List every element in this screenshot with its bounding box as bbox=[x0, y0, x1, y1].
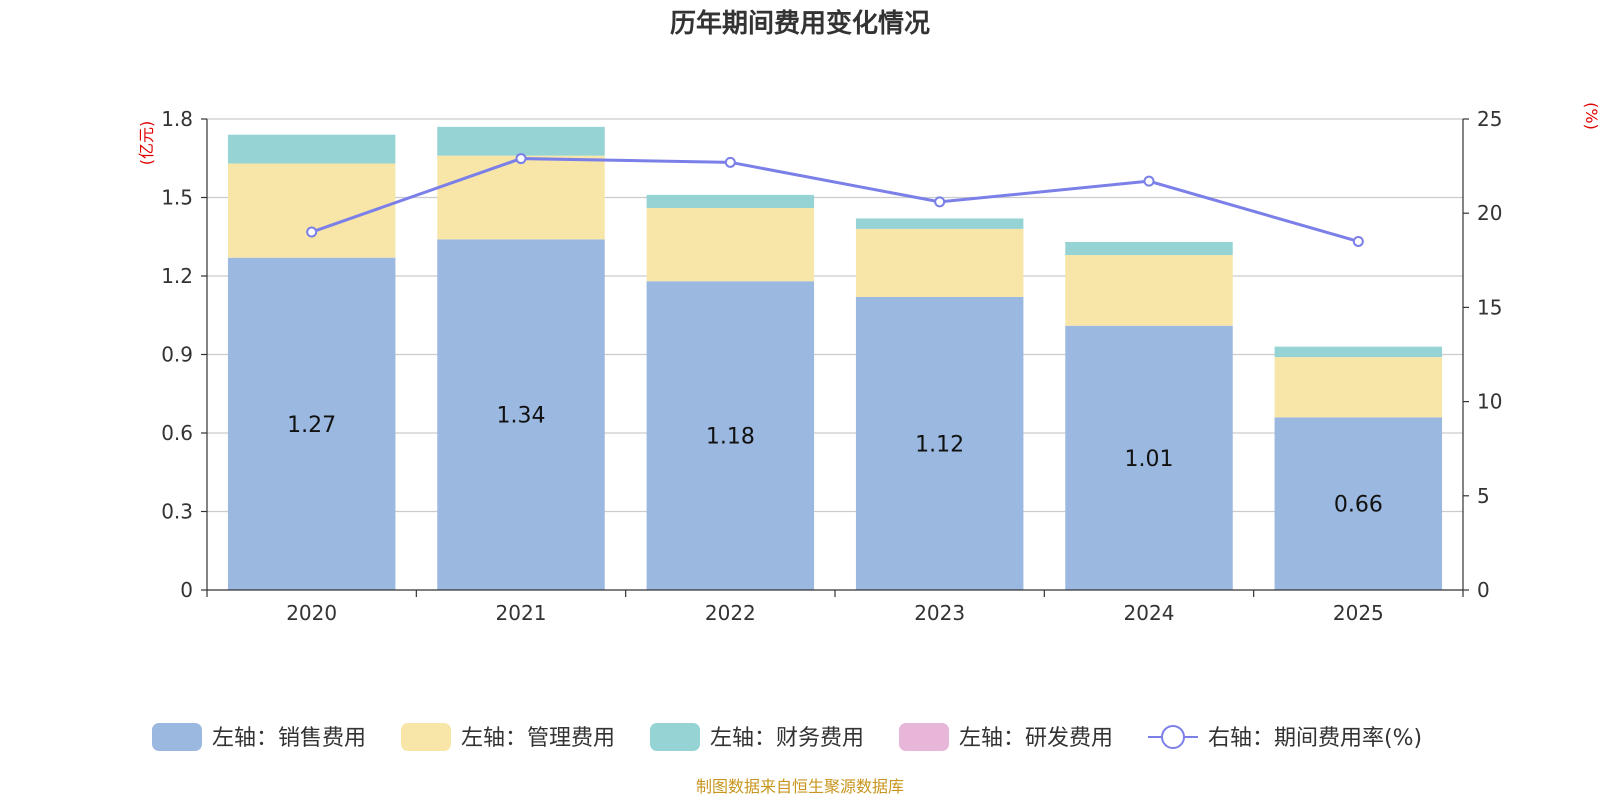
bar-segment bbox=[1065, 325, 1233, 590]
bar-segment bbox=[227, 257, 396, 590]
bar-value-label: 1.12 bbox=[915, 432, 964, 457]
bar-segment bbox=[646, 207, 815, 282]
rate-point bbox=[515, 153, 527, 165]
bar-value-label: 1.27 bbox=[287, 413, 336, 438]
x-tick-label: 2023 bbox=[914, 601, 965, 625]
bar-value-label: 0.66 bbox=[1334, 493, 1383, 518]
legend-swatch bbox=[401, 723, 451, 751]
right-tick-label: 0 bbox=[1477, 578, 1490, 602]
left-tick-label: 0.6 bbox=[161, 421, 193, 445]
right-tick-label: 10 bbox=[1477, 390, 1502, 414]
bar-value-label: 1.34 bbox=[497, 404, 546, 429]
bar-segment bbox=[437, 239, 605, 590]
legend-label: 右轴：期间费用率(%) bbox=[1208, 726, 1422, 751]
grid bbox=[207, 118, 1463, 513]
bar-segment bbox=[646, 281, 815, 590]
rate-point bbox=[934, 196, 946, 208]
bar-segment bbox=[646, 194, 815, 208]
source-note: 制图数据来自恒生聚源数据库 bbox=[696, 777, 904, 796]
rate-point bbox=[724, 156, 736, 168]
left-tick-label: 0 bbox=[180, 578, 193, 602]
right-axis-unit: (%) bbox=[1582, 102, 1600, 130]
bar-segment bbox=[855, 228, 1024, 297]
x-tick-label: 2021 bbox=[496, 601, 547, 625]
right-tick-label: 20 bbox=[1477, 201, 1502, 225]
legend-label: 左轴：财务费用 bbox=[710, 726, 864, 751]
right-tick-label: 5 bbox=[1477, 484, 1490, 508]
bar-segment bbox=[1274, 417, 1443, 590]
right-tick-label: 25 bbox=[1477, 107, 1502, 131]
bar-segment bbox=[1274, 357, 1443, 418]
bar-segment bbox=[855, 218, 1024, 229]
bar-segment bbox=[437, 126, 605, 156]
x-tick-label: 2022 bbox=[705, 601, 756, 625]
legend-swatch bbox=[899, 723, 949, 751]
x-tick-label: 2024 bbox=[1124, 601, 1175, 625]
bar-value-label: 1.18 bbox=[706, 425, 755, 450]
bar-segment bbox=[227, 163, 396, 258]
left-tick-label: 1.2 bbox=[161, 264, 193, 288]
legend-label: 左轴：研发费用 bbox=[959, 726, 1113, 751]
bar-segment bbox=[1065, 241, 1233, 256]
rate-point bbox=[1352, 235, 1364, 247]
bars: 1.27 1.34 1.18 1.12 1.01 0.66 bbox=[227, 126, 1443, 590]
legend-circle-marker bbox=[1161, 725, 1185, 749]
left-tick-label: 1.5 bbox=[161, 186, 193, 210]
left-tick-label: 1.8 bbox=[161, 107, 193, 131]
x-tick-label: 2020 bbox=[286, 601, 337, 625]
x-tick-label: 2025 bbox=[1333, 601, 1384, 625]
rate-point bbox=[306, 226, 318, 238]
legend-swatch bbox=[650, 723, 700, 751]
rate-point bbox=[1143, 175, 1155, 187]
left-tick-label: 0.3 bbox=[161, 500, 193, 524]
bar-segment bbox=[437, 155, 605, 240]
legend-swatch bbox=[152, 723, 202, 751]
bar-segment bbox=[227, 134, 396, 164]
bar-segment bbox=[1065, 255, 1233, 326]
bar-segment bbox=[1274, 346, 1443, 358]
chart-title: 历年期间费用变化情况 bbox=[670, 8, 930, 39]
right-tick-label: 15 bbox=[1477, 295, 1502, 319]
legend-label: 左轴：销售费用 bbox=[212, 726, 366, 751]
bar-value-label: 1.01 bbox=[1125, 447, 1174, 472]
rate-line bbox=[306, 153, 1364, 247]
bar-segment bbox=[855, 296, 1024, 590]
left-axis-unit: (亿元) bbox=[137, 121, 156, 166]
legend-label: 左轴：管理费用 bbox=[461, 726, 615, 751]
left-tick-label: 0.9 bbox=[161, 343, 193, 367]
rate-line-path bbox=[311, 157, 1359, 243]
legend: 左轴：销售费用 左轴：管理费用 左轴：财务费用 左轴：研发费用 右轴：期间费用率(%) bbox=[152, 723, 1422, 751]
